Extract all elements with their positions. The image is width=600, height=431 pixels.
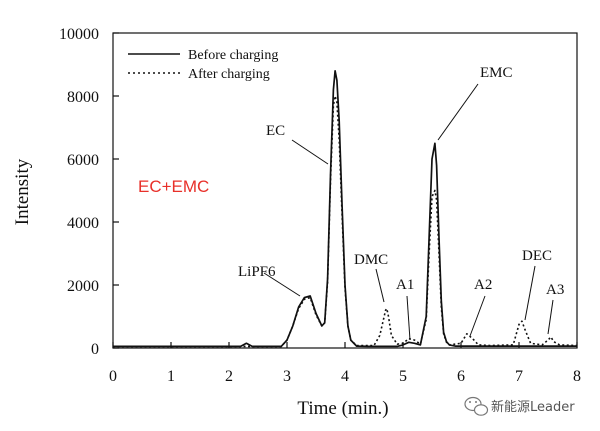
callout-a3 bbox=[547, 299, 554, 335]
peak-label-a2: A2 bbox=[474, 277, 492, 293]
callout-lipf6 bbox=[263, 272, 301, 297]
peak-label-lipf6: LiPF6 bbox=[238, 264, 276, 280]
peak-label-a3: A3 bbox=[546, 282, 564, 298]
legend-label-after: After charging bbox=[188, 67, 270, 82]
callout-a2 bbox=[469, 295, 486, 337]
y-tick-label: 2000 bbox=[67, 278, 99, 295]
callout-ec bbox=[291, 139, 329, 165]
callout-a1 bbox=[406, 295, 411, 341]
y-tick-label: 10000 bbox=[59, 26, 99, 43]
callout-dec bbox=[524, 265, 536, 321]
x-tick-label: 4 bbox=[341, 368, 349, 385]
x-tick-label: 2 bbox=[225, 368, 233, 385]
callout-emc bbox=[437, 83, 479, 141]
peak-label-dec: DEC bbox=[522, 248, 552, 264]
x-tick-label: 8 bbox=[573, 368, 581, 385]
callout-dmc bbox=[375, 268, 385, 303]
watermark: 新能源Leader bbox=[464, 396, 575, 416]
y-axis-title: Intensity bbox=[12, 158, 33, 225]
x-tick-label: 6 bbox=[457, 368, 465, 385]
ec-emc-annotation: EC+EMC bbox=[138, 177, 209, 196]
x-tick-label: 7 bbox=[515, 368, 523, 385]
peak-label-dmc: DMC bbox=[354, 252, 388, 268]
y-tick-label: 8000 bbox=[67, 89, 99, 106]
y-tick-label: 0 bbox=[91, 341, 99, 358]
series-line-before-charging bbox=[113, 69, 577, 348]
y-tick-label: 4000 bbox=[67, 215, 99, 232]
x-axis-title: Time (min.) bbox=[297, 398, 388, 419]
peak-label-ec: EC bbox=[266, 123, 285, 139]
x-tick-label: 5 bbox=[399, 368, 407, 385]
x-tick-label: 3 bbox=[283, 368, 291, 385]
x-tick-label: 0 bbox=[109, 368, 117, 385]
x-tick-label: 1 bbox=[167, 368, 175, 385]
series-line-after-charging bbox=[113, 95, 578, 348]
legend: Before charging After charging bbox=[128, 48, 278, 82]
plot-area: 0 1 2 3 4 5 6 7 8 0 2000 4000 6000 8000 10000 bbox=[59, 26, 581, 385]
peak-label-a1: A1 bbox=[396, 277, 414, 293]
y-tick-label: 6000 bbox=[67, 152, 99, 169]
series-layer bbox=[113, 69, 578, 348]
wechat-icon bbox=[464, 396, 489, 416]
peak-callouts bbox=[263, 83, 554, 341]
watermark-text: 新能源Leader bbox=[491, 399, 575, 415]
legend-label-before: Before charging bbox=[188, 48, 278, 63]
peak-label-emc: EMC bbox=[480, 65, 513, 81]
